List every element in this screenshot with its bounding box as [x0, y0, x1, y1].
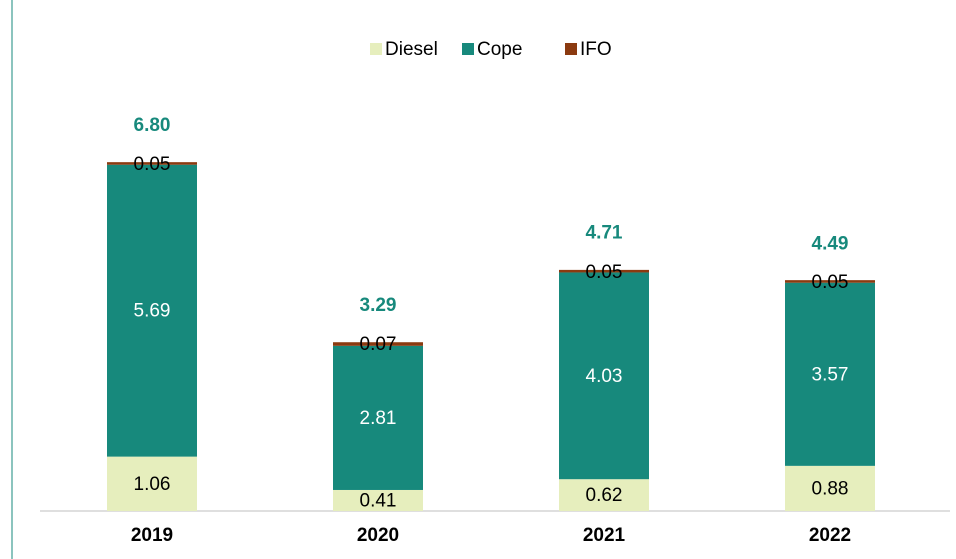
legend-swatch: [462, 43, 474, 55]
bar-segment: [333, 342, 423, 346]
data-label: 0.05: [812, 272, 849, 293]
data-label: 2.81: [360, 408, 397, 429]
bar-segment: [785, 280, 875, 283]
legend-swatch: [370, 43, 382, 55]
x-tick-label: 2020: [357, 525, 399, 546]
data-label: 3.57: [812, 364, 849, 385]
bar-segment: [559, 269, 649, 273]
data-label: 0.05: [134, 154, 171, 175]
data-label: 5.69: [134, 301, 171, 322]
data-label: 0.41: [360, 490, 397, 511]
total-label: 4.49: [812, 234, 849, 255]
bar-segment: [559, 272, 649, 480]
data-label: 1.06: [134, 474, 171, 495]
bar-segment: [333, 489, 423, 511]
data-label: 4.03: [586, 366, 623, 387]
bar-segment: [785, 465, 875, 511]
data-label: 0.07: [360, 334, 397, 355]
data-label: 0.62: [586, 485, 623, 506]
legend-label: Diesel: [385, 39, 438, 60]
bar-segment: [333, 345, 423, 490]
bar-segment: [107, 162, 197, 165]
data-label: 0.88: [812, 478, 849, 499]
bar-segment: [107, 456, 197, 511]
total-label: 6.80: [134, 115, 171, 136]
x-tick-label: 2019: [131, 525, 173, 546]
legend-label: Cope: [477, 39, 522, 60]
total-label: 3.29: [360, 295, 397, 316]
x-tick-label: 2021: [583, 525, 626, 546]
data-label: 0.05: [586, 262, 623, 283]
bar-segment: [785, 282, 875, 466]
x-tick-label: 2022: [809, 525, 851, 546]
legend-swatch: [565, 43, 577, 55]
total-label: 4.71: [586, 222, 623, 243]
legend-label: IFO: [580, 39, 612, 60]
bar-segment: [107, 164, 197, 457]
bar-segment: [559, 479, 649, 511]
